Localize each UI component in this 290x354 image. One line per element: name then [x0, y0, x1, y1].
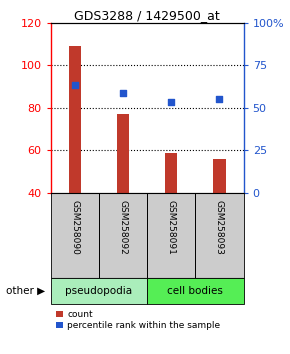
Bar	[51, 193, 99, 278]
Bar	[195, 193, 244, 278]
Point	[217, 97, 222, 102]
Bar	[117, 114, 129, 193]
Text: GSM258090: GSM258090	[70, 200, 79, 255]
Bar	[147, 278, 244, 304]
Point	[169, 99, 174, 104]
Bar	[69, 46, 81, 193]
Bar	[147, 193, 195, 278]
Title: GDS3288 / 1429500_at: GDS3288 / 1429500_at	[74, 9, 220, 22]
Text: other ▶: other ▶	[6, 286, 45, 296]
Text: GSM258092: GSM258092	[119, 200, 128, 255]
Text: pseudopodia: pseudopodia	[66, 286, 133, 296]
Bar	[51, 278, 147, 304]
Text: cell bodies: cell bodies	[167, 286, 223, 296]
Bar	[165, 153, 177, 193]
Bar	[99, 193, 147, 278]
Text: GSM258091: GSM258091	[167, 200, 176, 255]
Bar	[213, 159, 226, 193]
Point	[121, 90, 125, 96]
Legend: count, percentile rank within the sample: count, percentile rank within the sample	[55, 309, 221, 331]
Text: GSM258093: GSM258093	[215, 200, 224, 255]
Point	[72, 82, 77, 87]
